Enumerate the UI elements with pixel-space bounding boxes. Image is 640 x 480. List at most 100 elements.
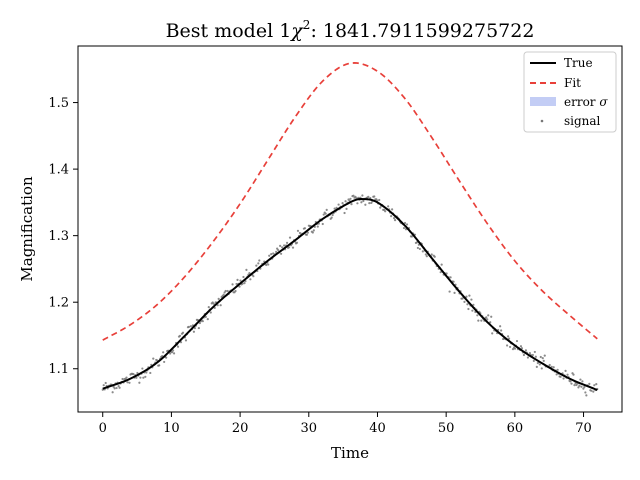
y-axis-label: Magnification (18, 176, 36, 282)
signal-point (115, 386, 118, 390)
signal-point (322, 213, 325, 216)
signal-point (480, 319, 483, 322)
signal-point (163, 360, 166, 364)
signal-point (528, 352, 531, 355)
signal-point (468, 294, 471, 297)
series-line-true (102, 198, 598, 391)
signal-point (178, 334, 182, 337)
signal-point (465, 295, 468, 298)
signal-point (126, 381, 129, 384)
signal-point (487, 314, 490, 317)
signal-point (238, 285, 241, 288)
signal-point (113, 387, 116, 390)
signal-point (141, 367, 144, 370)
signal-point (267, 263, 270, 266)
signal-point (378, 198, 381, 202)
signal-point (425, 255, 428, 258)
signal-point (362, 199, 365, 203)
legend-box (523, 51, 617, 133)
signal-point (242, 275, 245, 279)
signal-point (311, 231, 314, 234)
signal-point (453, 291, 456, 294)
signal-point (418, 247, 421, 251)
signal-point (212, 302, 215, 305)
signal-point (285, 241, 289, 244)
legend-item-signal: signal (540, 114, 601, 128)
signal-point (593, 384, 596, 387)
signal-point (520, 347, 524, 350)
signal-point (578, 384, 581, 387)
signal-point (513, 347, 517, 350)
signal-point (370, 201, 373, 205)
signal-point (333, 207, 336, 210)
signal-point (508, 345, 512, 349)
legend-label-fit: Fit (564, 76, 581, 90)
signal-point (265, 263, 268, 267)
signal-point (543, 354, 546, 357)
signal-point (102, 384, 105, 387)
signal-point (303, 227, 307, 230)
signal-point (158, 364, 161, 367)
x-axis-label: Time (331, 444, 369, 462)
signal-point (507, 337, 511, 340)
signal-point (234, 289, 237, 293)
signal-point (245, 268, 248, 272)
signal-point (360, 201, 363, 204)
signal-point (118, 386, 121, 389)
series-lines (102, 62, 598, 391)
signal-point (384, 210, 387, 213)
signal-point (298, 231, 302, 235)
legend-item-true: True (530, 56, 593, 70)
signal-point (149, 371, 152, 375)
signal-point (364, 203, 367, 206)
signal-point (239, 279, 242, 282)
signal-point (152, 357, 155, 360)
signal-point (288, 236, 292, 239)
signal-point (368, 202, 371, 205)
legend: True Fit error σ signal (523, 51, 617, 133)
signal-point (272, 252, 275, 255)
signal-point (361, 194, 364, 197)
x-tick-label: 30 (301, 421, 318, 436)
signal-point (207, 305, 210, 309)
legend-swatch-error (530, 97, 556, 106)
signal-point (472, 303, 475, 306)
signal-point (193, 327, 196, 330)
signal-point (430, 253, 433, 256)
signal-point (489, 321, 492, 324)
signal-point (306, 231, 309, 234)
series-line-fit (102, 62, 598, 341)
signal-point (550, 365, 553, 368)
signal-point (476, 314, 479, 317)
signal-point (373, 195, 376, 198)
signal-point (172, 352, 176, 355)
signal-point (440, 263, 443, 266)
signal-point (224, 289, 227, 293)
signal-point (356, 202, 359, 205)
signal-point (217, 297, 220, 300)
signal-point (505, 344, 509, 347)
signal-point (128, 381, 131, 384)
x-tick-label: 50 (438, 421, 455, 436)
signal-point (104, 381, 107, 385)
signal-point (176, 345, 180, 348)
signal-point (258, 259, 261, 262)
signal-point (449, 276, 452, 279)
signal-point (559, 375, 562, 378)
signal-point (136, 371, 139, 375)
signal-point (552, 366, 555, 369)
signal-point (532, 359, 535, 363)
legend-item-fit: Fit (530, 76, 581, 90)
signal-point (470, 298, 473, 301)
signal-point (296, 229, 300, 232)
signal-point (485, 316, 488, 319)
signal-point (540, 367, 543, 370)
signal-point (534, 355, 537, 358)
plot-area (101, 62, 599, 397)
signal-point (570, 382, 573, 385)
signal-point (592, 390, 595, 393)
signal-point (341, 202, 344, 205)
signal-point (111, 391, 114, 394)
y-tick-label: 1.3 (48, 229, 69, 244)
signal-point (226, 289, 229, 293)
